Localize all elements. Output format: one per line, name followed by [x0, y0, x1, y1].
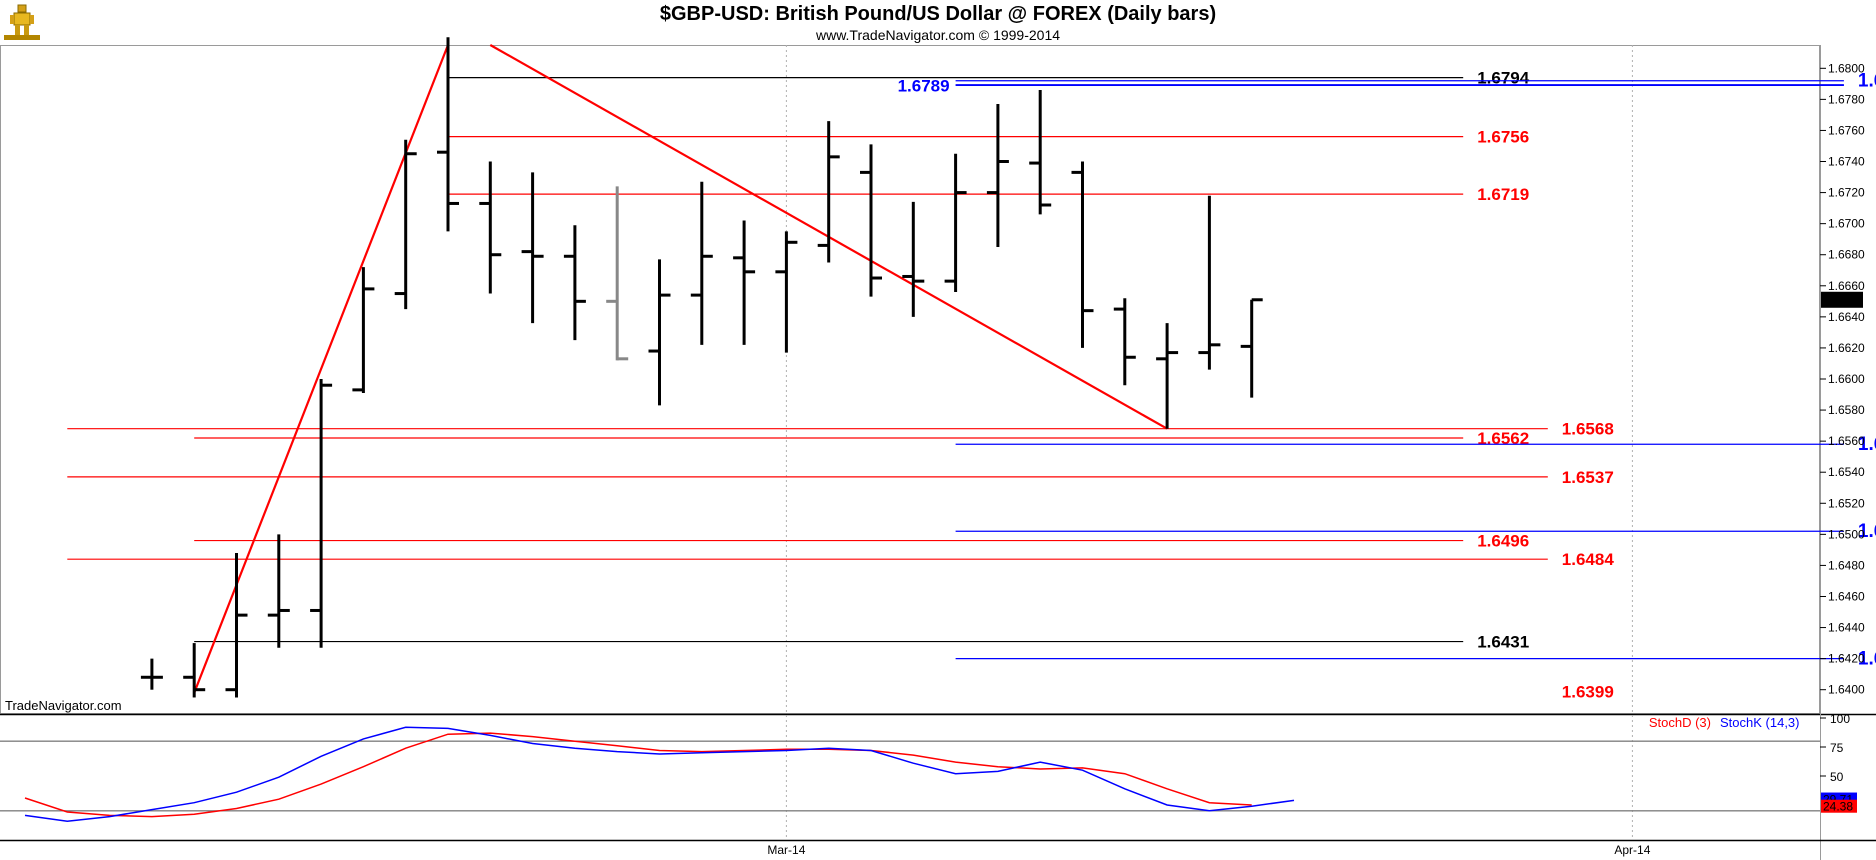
date-label: Mar-14 [767, 843, 805, 857]
ohlc-bar [394, 139, 417, 310]
trading-robot-logo-icon [4, 4, 40, 40]
ohlc-bar [563, 225, 586, 341]
level-label: 1.6431 [1477, 633, 1529, 652]
price-tick-label: 1.6660 [1828, 279, 1865, 293]
stochd-last-box [1821, 799, 1857, 813]
watermark-text: TradeNavigator.com [5, 698, 122, 713]
price-bars [140, 37, 1263, 698]
ohlc-bar [902, 201, 925, 317]
price-tick-label: 1.6780 [1828, 92, 1865, 106]
stochd-last-label: 24.38 [1823, 800, 1853, 814]
ohlc-bar [225, 552, 248, 698]
horizontal-levels: 1.6794 1.6792 1.6789 1.6756 1.6719 1.6568 1.65… [67, 69, 1876, 701]
price-tick-label: 1.6440 [1828, 621, 1865, 635]
level-label: 1.6794 [1477, 69, 1530, 88]
ohlc-bar [817, 121, 840, 263]
ohlc-bar [479, 161, 502, 294]
price-tick-label: 1.6540 [1828, 465, 1865, 479]
ohlc-bar [606, 186, 629, 361]
price-tick-label: 1.6680 [1828, 248, 1865, 262]
level-label: 1.6502 [1858, 521, 1876, 542]
ohlc-bar [690, 181, 713, 345]
price-tick-label: 1.6620 [1828, 341, 1865, 355]
last-price-marker: 1.6651 [1821, 291, 1863, 308]
level-label: 1.6562 [1477, 429, 1529, 448]
price-tick-label: 1.6700 [1828, 217, 1865, 231]
price-tick-label: 1.6460 [1828, 589, 1865, 603]
ohlc-bar [140, 658, 163, 690]
legend-stochk: StochK (14,3) [1720, 715, 1800, 730]
level-label: 1.6568 [1562, 420, 1614, 439]
chart-title: $GBP-USD: British Pound/US Dollar @ FORE… [660, 3, 1216, 25]
level-label: 1.6496 [1477, 532, 1529, 551]
trend-lines [193, 44, 1168, 694]
price-tick-label: 1.6760 [1828, 123, 1865, 137]
ohlc-bar [986, 104, 1009, 247]
last-price-box [1821, 291, 1863, 308]
price-tick-label: 1.6580 [1828, 403, 1865, 417]
date-axis-labels: Mar-14 Apr-14 [767, 843, 1650, 857]
price-tick-label: 1.6420 [1828, 652, 1865, 666]
ohlc-bar [860, 144, 882, 297]
stoch-tick-label: 75 [1830, 741, 1844, 755]
level-label: 1.6792 [1858, 71, 1876, 92]
price-tick-label: 1.6740 [1828, 155, 1865, 169]
price-tick-label: 1.6400 [1828, 683, 1865, 697]
price-tick-label: 1.6480 [1828, 558, 1865, 572]
price-tick-label: 1.6800 [1828, 61, 1865, 75]
ohlc-bar [1156, 323, 1179, 429]
level-label: 1.6399 [1562, 682, 1614, 701]
ohlc-bar [310, 379, 333, 648]
ohlc-bar [521, 172, 544, 324]
stoch-tick-label: 50 [1830, 770, 1844, 784]
ohlc-bar [267, 534, 290, 648]
ohlc-bar [1029, 90, 1052, 215]
price-tick-label: 1.6560 [1828, 434, 1865, 448]
level-label: 1.6537 [1562, 468, 1614, 487]
level-label: 1.6420 [1858, 649, 1876, 670]
price-tick-label: 1.6640 [1828, 310, 1865, 324]
level-label: 1.6558 [1858, 434, 1876, 455]
ohlc-bar [1240, 298, 1263, 398]
ohlc-bar [648, 259, 671, 406]
ohlc-bar [352, 267, 375, 393]
ohlc-bar [1113, 298, 1136, 386]
price-axis-ticks: 1.6400 1.6420 1.6440 1.6460 1.6480 1.6500 1.65… [1820, 61, 1865, 697]
ohlc-bar [183, 643, 206, 698]
legend-stochd: StochD (3) [1649, 715, 1711, 730]
level-label: 1.6484 [1562, 550, 1615, 569]
ohlc-bar [1198, 195, 1221, 370]
date-label: Apr-14 [1614, 843, 1650, 857]
level-label: 1.6789 [898, 76, 950, 95]
ohlc-bar [944, 153, 967, 293]
level-label: 1.6756 [1477, 128, 1529, 147]
price-tick-label: 1.6500 [1828, 527, 1865, 541]
stoch-tick-label: 100 [1830, 712, 1850, 726]
logo [4, 4, 40, 40]
price-panel-frame [0, 45, 1820, 714]
last-price-label: 1.6651 [1824, 294, 1861, 308]
price-tick-label: 1.6600 [1828, 372, 1865, 386]
price-tick-label: 1.6720 [1828, 186, 1865, 200]
stoch-series-line [24, 732, 1252, 818]
price-tick-label: 1.6520 [1828, 496, 1865, 510]
ohlc-bar [1071, 161, 1094, 348]
ohlc-bar [733, 220, 756, 345]
stoch-series-line [24, 726, 1295, 822]
level-label: 1.6719 [1477, 185, 1529, 204]
chart-subtitle: www.TradeNavigator.com © 1999-2014 [815, 27, 1060, 43]
ohlc-bar [775, 231, 798, 353]
ohlc-bar [437, 37, 459, 232]
